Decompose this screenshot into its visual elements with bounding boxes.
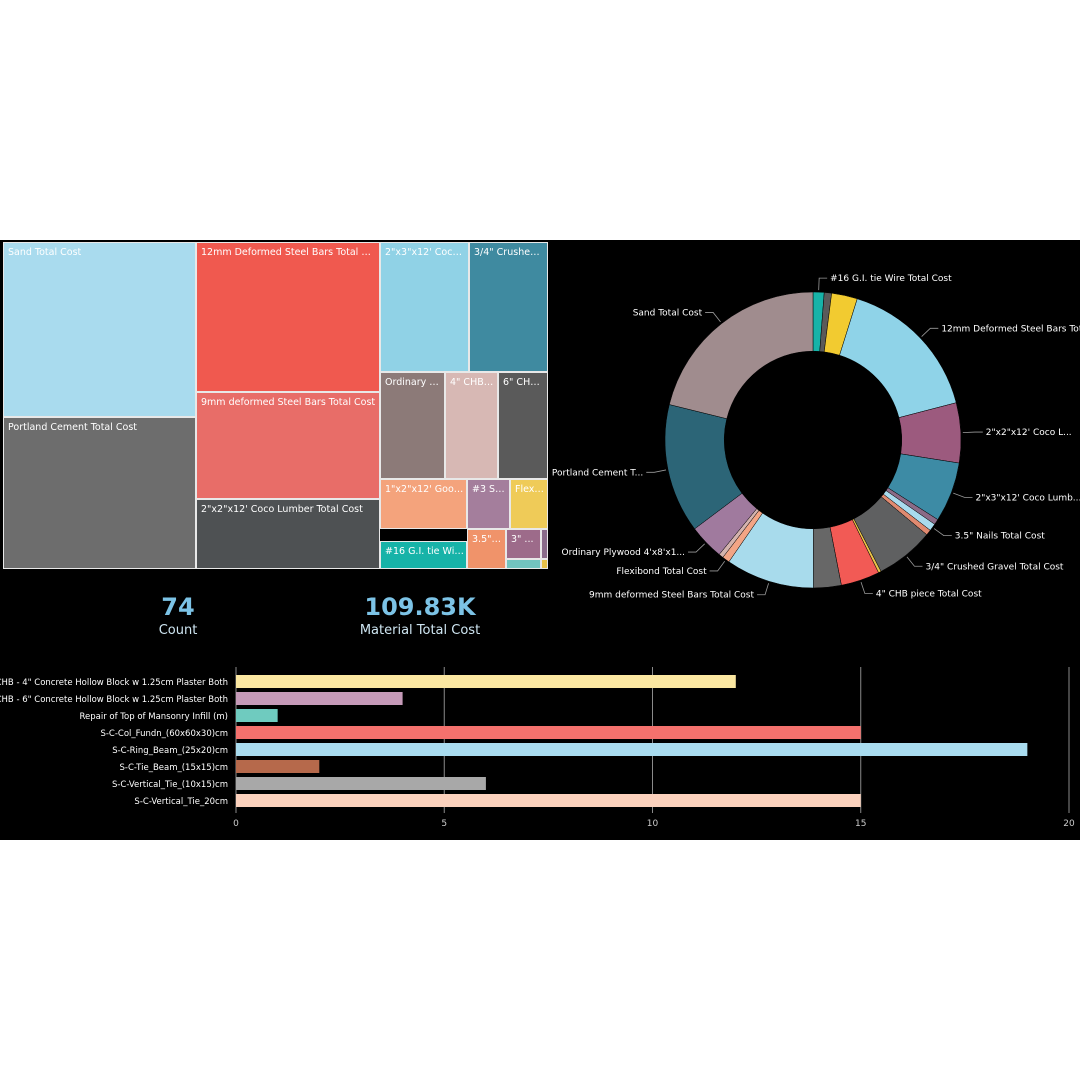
treemap-tile-label: 1"x2"x12' Good... [385,484,464,495]
treemap-tile[interactable] [541,529,548,559]
treemap-tile-label: #16 G.I. tie Wire... [385,546,464,557]
bar[interactable] [236,709,278,722]
treemap-tile[interactable]: #16 G.I. tie Wire... [380,541,467,569]
treemap-tile-label: Sand Total Cost [8,247,82,258]
bar[interactable] [236,675,736,688]
treemap-tile[interactable]: Sand Total Cost [3,242,196,417]
donut-leader-line [705,312,721,323]
bar[interactable] [236,794,861,807]
treemap-tile[interactable]: 3.5" ... [467,529,506,569]
treemap-tile-label: 2"x2"x12' Coco Lumber Total Cost [201,504,363,515]
donut-slice-label: 2"x3"x12' Coco Lumb... [975,493,1080,503]
treemap-tile-label: Flexi... [515,484,545,495]
treemap-tile-label: 3.5" ... [472,534,503,545]
donut-leader-line [757,583,769,596]
bar-chart: 0 5 10 15 20 CHB - 4" Concrete Hollow Block w… [0,667,1075,829]
treemap-tile[interactable]: Flexi... [510,479,548,529]
donut-slice-label: Portland Cement T... [552,468,643,478]
donut-leader-line [953,492,973,498]
bar-tick-label: 0 [233,819,239,829]
treemap-tile-label: #3 St... [472,484,507,495]
treemap-tile[interactable]: 3" ... [506,529,541,559]
donut-slice-label: 9mm deformed Steel Bars Total Cost [589,591,754,601]
donut-slice-label: Sand Total Cost [633,308,703,318]
donut-slice-label: #16 G.I. tie Wire Total Cost [830,274,952,284]
donut-leader-line [860,581,873,594]
treemap-tile[interactable]: 6" CHB ... [498,372,548,479]
treemap-chart: Sand Total Cost Portland Cement Total Cos… [3,242,548,569]
treemap-tile[interactable]: 1"x2"x12' Good... [380,479,467,529]
treemap-tile[interactable]: #3 St... [467,479,510,529]
treemap-tile[interactable]: 2"x2"x12' Coco Lumber Total Cost [196,499,380,569]
count-label: Count [158,623,198,638]
donut-chart: #16 G.I. tie Wire Total Cost 12mm Deforme… [552,274,1080,601]
bar-category-label: S-C-Col_Fundn_(60x60x30)cm [100,729,228,739]
treemap-tile-label: 4" CHB ... [450,377,495,388]
total-cost-label: Material Total Cost [359,623,481,638]
bar-tick-label: 20 [1063,819,1075,829]
treemap-tile-label: 12mm Deformed Steel Bars Total Cost [201,247,377,258]
bar-category-label: S-C-Tie_Beam_(15x15)cm [119,763,228,773]
treemap-tile-label: 3/4" Crushed ... [474,247,545,258]
bar-tick-label: 10 [647,819,659,829]
dashboard: Sand Total Cost Portland Cement Total Cos… [0,240,1080,840]
donut-leader-line [709,561,726,572]
bar-category-label: S-C-Vertical_Tie_20cm [134,797,228,807]
treemap-tile-label: 9mm deformed Steel Bars Total Cost [201,397,376,408]
bar-category-label: Repair of Top of Mansonry Infill (m) [79,712,228,722]
count-card: 74 Count [128,592,228,640]
bar[interactable] [236,777,486,790]
bar-category-label: CHB - 6" Concrete Hollow Block w 1.25cm … [0,695,228,705]
donut-slice-label: 3/4" Crushed Gravel Total Cost [925,562,1063,572]
donut-slice[interactable] [839,298,957,418]
treemap-tile[interactable]: 4" CHB ... [445,372,498,479]
bar-category-label: CHB - 4" Concrete Hollow Block w 1.25cm … [0,678,228,688]
donut-slice-label: 2"x2"x12' Coco L... [986,428,1072,438]
treemap-tile[interactable]: 9mm deformed Steel Bars Total Cost [196,392,380,499]
donut-leader-line [962,431,983,434]
treemap-tile[interactable]: 3/4" Crushed ... [469,242,548,372]
donut-slice-label: 4" CHB piece Total Cost [876,589,982,599]
treemap-tile[interactable]: Ordinary P... [380,372,445,479]
treemap-tile-label: 2"x3"x12' Coco ... [385,247,466,258]
treemap-tile[interactable] [541,559,548,569]
bar-tick-label: 15 [855,819,866,829]
treemap-tile-label: Ordinary P... [385,377,442,388]
treemap-tile-label: 3" ... [511,534,534,545]
total-cost-value: 109.83K [364,593,476,621]
treemap-tile-label: Portland Cement Total Cost [8,422,138,433]
bar-tick-label: 5 [441,819,447,829]
count-value: 74 [161,593,195,621]
donut-slice-label: 12mm Deformed Steel Bars Tot... [941,324,1080,334]
treemap-tile[interactable] [506,559,541,569]
donut-leader-line [933,528,952,536]
bar[interactable] [236,726,861,739]
bar-category-label: S-C-Vertical_Tie_(10x15)cm [112,780,228,790]
treemap-tile[interactable]: 2"x3"x12' Coco ... [380,242,469,372]
donut-leader-line [818,277,828,291]
bar[interactable] [236,692,403,705]
donut-leader-line [906,556,923,567]
bar[interactable] [236,743,1028,756]
treemap-tile-label: 6" CHB ... [503,377,545,388]
donut-slice-label: Flexibond Total Cost [616,567,707,577]
donut-slice-label: Ordinary Plywood 4'x8'x1... [562,548,686,558]
donut-leader-line [688,543,705,553]
bar-category-label: S-C-Ring_Beam_(25x20)cm [112,746,228,756]
donut-leader-line [921,327,939,337]
bar[interactable] [236,760,320,773]
treemap-tile[interactable]: Portland Cement Total Cost [3,417,196,569]
treemap-tile[interactable]: 12mm Deformed Steel Bars Total Cost [196,242,380,392]
donut-slice-label: 3.5" Nails Total Cost [955,532,1045,542]
donut-leader-line [646,469,667,473]
total-cost-card: 109.83K Material Total Cost [330,592,510,640]
donut-slice[interactable] [669,291,814,420]
